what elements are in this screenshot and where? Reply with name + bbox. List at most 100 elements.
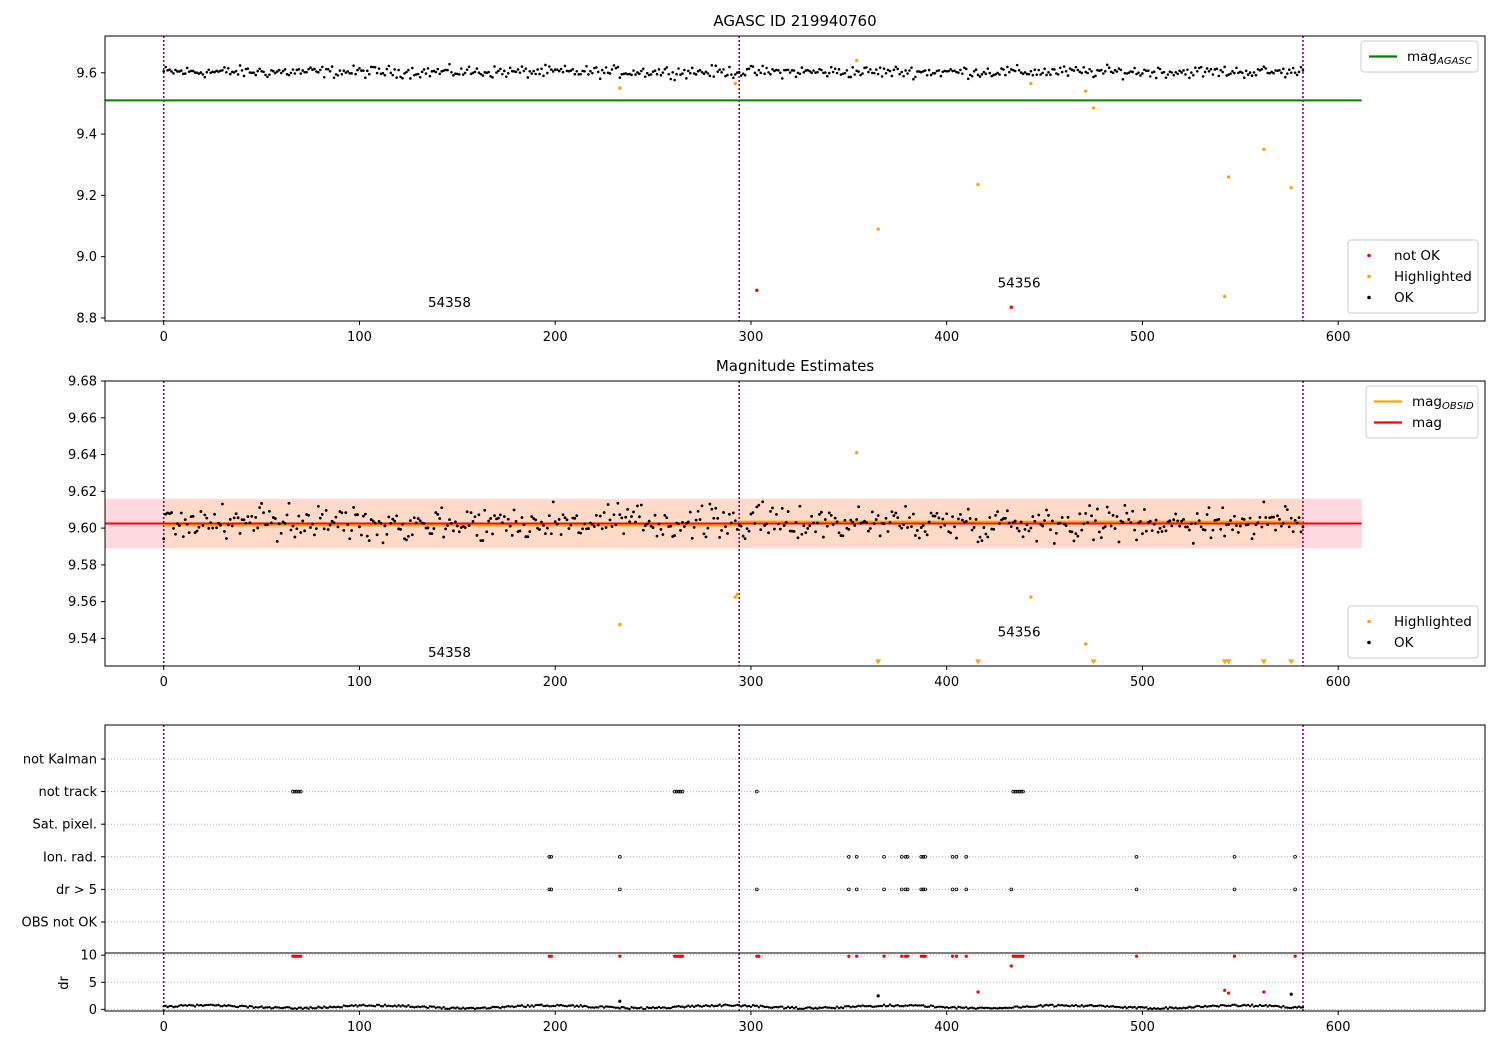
ok-point <box>230 524 234 528</box>
dr-point <box>170 1004 173 1008</box>
ok-point <box>1135 72 1138 76</box>
ok-point <box>1023 71 1027 74</box>
ok-point <box>1188 528 1191 532</box>
ok-point <box>391 73 395 77</box>
ok-point <box>1199 525 1203 529</box>
ok-point <box>884 516 888 520</box>
ok-point <box>444 527 447 531</box>
ok-point <box>1004 73 1007 77</box>
ok-point <box>778 527 782 531</box>
ok-point <box>193 531 197 535</box>
ok-point <box>221 68 224 72</box>
ok-point <box>865 521 868 525</box>
dr-point <box>1229 1004 1232 1008</box>
ok-point <box>1129 70 1133 73</box>
ok-point <box>702 72 706 76</box>
dr-point <box>532 1005 535 1008</box>
dr-point <box>305 1006 308 1009</box>
ok-point <box>659 73 663 77</box>
dr-point <box>898 1004 901 1008</box>
ok-point <box>258 67 261 71</box>
ok-point <box>1276 69 1279 72</box>
dr-point <box>1029 1005 1033 1009</box>
dr-point <box>460 1007 463 1010</box>
ok-point <box>863 519 866 523</box>
dr-point <box>383 1003 387 1006</box>
dr-point <box>1288 1006 1291 1010</box>
ok-point <box>651 526 655 530</box>
not-ok-point <box>755 288 759 293</box>
dr-point <box>649 1006 653 1010</box>
ok-point <box>1184 73 1187 76</box>
dr-point <box>393 1004 396 1007</box>
dr-point <box>714 1004 717 1008</box>
ok-point <box>849 75 853 79</box>
dr-above-threshold-point <box>964 954 968 958</box>
dr-point <box>281 1006 285 1010</box>
ok-point <box>332 76 336 80</box>
ok-point <box>874 68 878 71</box>
ok-point <box>453 520 457 524</box>
dr-point <box>1164 1006 1168 1009</box>
ok-point <box>467 524 471 527</box>
ok-point <box>827 71 831 75</box>
ok-point <box>442 535 446 539</box>
ok-point <box>941 517 945 521</box>
ok-point <box>503 69 506 73</box>
dr-point <box>1006 1006 1009 1010</box>
highlighted-point <box>854 58 859 63</box>
ok-point <box>244 521 248 525</box>
flag-marker <box>854 887 859 892</box>
ok-point <box>1103 525 1107 528</box>
x-tick-label: 400 <box>934 1020 959 1035</box>
dr-point <box>1111 1005 1115 1008</box>
dr-point <box>199 1003 203 1007</box>
dr-point <box>323 1005 326 1008</box>
dr-point <box>865 1005 868 1008</box>
ok-point <box>794 521 798 524</box>
ok-point <box>925 533 929 537</box>
legend-label: OK <box>1394 635 1415 651</box>
ok-point <box>1227 523 1230 526</box>
dr-point <box>1252 1005 1256 1008</box>
ok-point <box>279 71 283 75</box>
ok-point <box>1029 526 1033 530</box>
dr-point <box>1221 1003 1224 1007</box>
dr-point <box>894 1004 898 1007</box>
ok-point <box>684 521 688 525</box>
ok-point <box>561 513 565 517</box>
flag-row-label: Sat. pixel. <box>33 818 97 833</box>
ok-point <box>594 514 598 517</box>
ok-point <box>1272 515 1275 519</box>
dr-point <box>420 1005 424 1008</box>
dr-point <box>219 1004 222 1008</box>
ok-point <box>1174 512 1178 516</box>
ok-point <box>902 523 906 527</box>
ok-point <box>757 68 761 72</box>
ok-point <box>1276 514 1279 518</box>
ok-point <box>871 71 874 75</box>
ok-point <box>444 68 447 72</box>
dr-point <box>1033 1005 1036 1009</box>
flag-row-label: dr > 5 <box>56 883 97 898</box>
ok-point <box>722 68 725 71</box>
dr-point <box>324 1006 328 1009</box>
ok-point <box>344 71 348 74</box>
flag-marker <box>755 887 759 892</box>
ok-point <box>1231 70 1234 73</box>
ok-point <box>442 69 445 72</box>
dr-point <box>1258 1003 1262 1007</box>
ok-point <box>575 514 579 518</box>
ok-point <box>518 529 522 533</box>
ok-point <box>598 514 602 518</box>
ok-point <box>796 71 800 75</box>
ok-point <box>344 511 348 514</box>
ok-point <box>614 66 618 70</box>
dr-point <box>577 1005 580 1008</box>
dr-point <box>191 1004 195 1007</box>
dr-point <box>653 1006 657 1010</box>
ok-point <box>199 71 203 74</box>
ok-point <box>189 69 193 73</box>
dr-point <box>518 1004 522 1008</box>
